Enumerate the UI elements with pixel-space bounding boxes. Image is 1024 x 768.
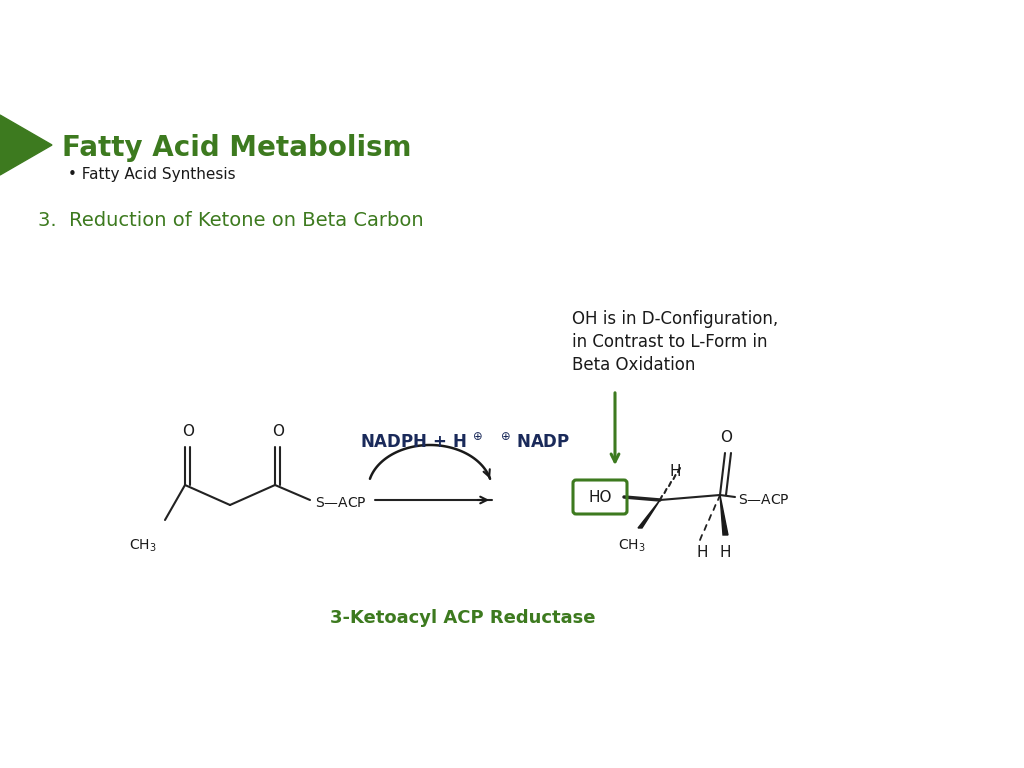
Text: H: H xyxy=(696,545,708,560)
Text: 3.  Reduction of Ketone on Beta Carbon: 3. Reduction of Ketone on Beta Carbon xyxy=(38,210,424,230)
Text: H: H xyxy=(719,545,731,560)
Text: • Fatty Acid Synthesis: • Fatty Acid Synthesis xyxy=(68,167,236,183)
Text: HO: HO xyxy=(588,489,611,505)
Text: 3-Ketoacyl ACP Reductase: 3-Ketoacyl ACP Reductase xyxy=(330,609,596,627)
Text: O: O xyxy=(182,424,194,439)
Text: $^{\oplus}$ NADP: $^{\oplus}$ NADP xyxy=(500,433,570,452)
Text: NADPH + H $^{\oplus}$: NADPH + H $^{\oplus}$ xyxy=(360,433,482,452)
Polygon shape xyxy=(638,500,660,528)
Text: OH is in D-Configuration,: OH is in D-Configuration, xyxy=(572,310,778,328)
Text: in Contrast to L-Form in: in Contrast to L-Form in xyxy=(572,333,768,351)
Text: O: O xyxy=(720,430,732,445)
Text: $\mathregular{S—ACP}$: $\mathregular{S—ACP}$ xyxy=(738,493,790,507)
Text: $\mathregular{CH_3}$: $\mathregular{CH_3}$ xyxy=(129,538,157,554)
Text: Fatty Acid Metabolism: Fatty Acid Metabolism xyxy=(62,134,412,162)
Polygon shape xyxy=(720,495,728,535)
Text: $\mathregular{CH_3}$: $\mathregular{CH_3}$ xyxy=(618,538,646,554)
Polygon shape xyxy=(0,115,52,175)
Text: O: O xyxy=(272,424,284,439)
Text: Beta Oxidation: Beta Oxidation xyxy=(572,356,695,374)
Text: $\mathregular{S—ACP}$: $\mathregular{S—ACP}$ xyxy=(315,496,367,510)
Text: H: H xyxy=(670,465,681,479)
